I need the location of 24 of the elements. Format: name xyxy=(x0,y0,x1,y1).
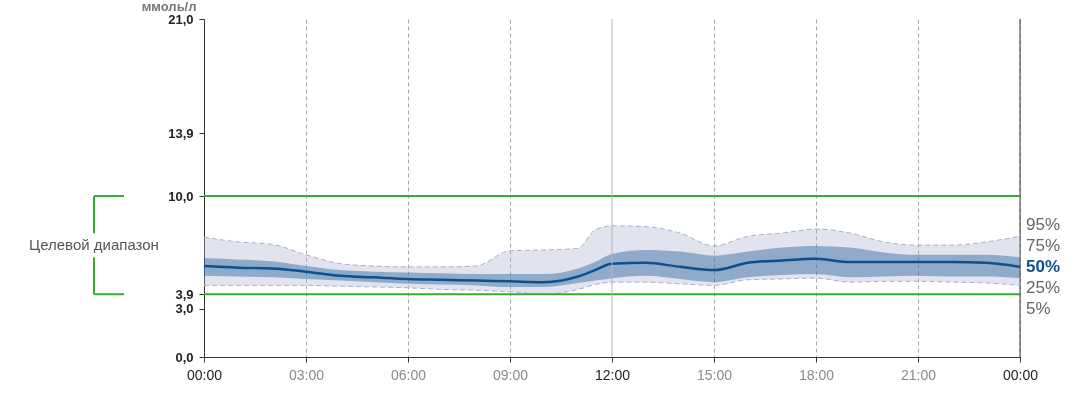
series-label: 5% xyxy=(1026,298,1051,318)
line-series xyxy=(203,277,1021,295)
x-tick-label: 12:00 xyxy=(594,366,631,383)
text: 75% xyxy=(1026,235,1061,255)
series-label: 95% xyxy=(1026,214,1061,234)
series-label: 50% xyxy=(1026,256,1061,276)
x-tick-label: 06:00 xyxy=(390,366,427,383)
x-tick-label: 15:00 xyxy=(696,366,733,383)
x-tick-label: 00:00 xyxy=(1002,366,1039,383)
x-tick-label: 00:00 xyxy=(186,366,223,383)
y-axis-title: ммоль/л xyxy=(141,0,197,14)
y-tick-label: 10,0 xyxy=(168,188,194,204)
text: Целевой диапазон xyxy=(29,236,159,254)
x-tick-label: 21:00 xyxy=(900,366,937,383)
y-tick-label: 3,9 xyxy=(175,286,194,302)
y-tick-label: 21,0 xyxy=(168,11,194,27)
text: 25% xyxy=(1026,277,1061,297)
y-tick-label: 3,0 xyxy=(175,301,194,317)
x-tick-label: 09:00 xyxy=(492,366,529,383)
line-series xyxy=(202,257,1022,284)
y-tick-label: 13,9 xyxy=(168,125,194,141)
x-tick-label: 18:00 xyxy=(798,366,835,383)
x-tick-label: 03:00 xyxy=(288,366,325,383)
y-tick-label: 0,0 xyxy=(175,349,194,365)
